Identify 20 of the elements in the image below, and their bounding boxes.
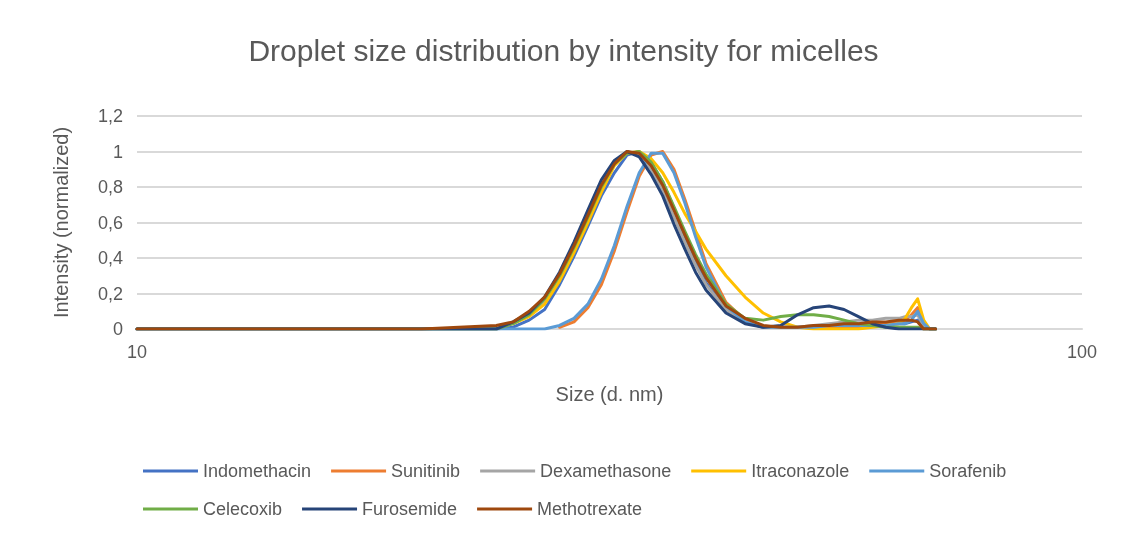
y-axis-title: Intensity (normalized) — [50, 126, 72, 319]
chart-title: Droplet size distribution by intensity for micelles — [248, 33, 879, 67]
x-axis-title: Size (d. nm) — [555, 383, 664, 405]
legend-label: Furosemide — [362, 499, 458, 519]
legend-label: Indomethacin — [203, 461, 312, 481]
y-tick-label: 0,2 — [97, 283, 123, 304]
legend-label: Itraconazole — [751, 461, 850, 481]
y-tick-label: 0,6 — [97, 212, 123, 233]
legend-label: Celecoxib — [203, 499, 283, 519]
y-tick-label: 0,8 — [97, 177, 123, 197]
legend-label: Dexamethasone — [540, 461, 672, 481]
y-tick-label: 1,2 — [97, 106, 123, 126]
legend-label: Sorafenib — [929, 461, 1007, 481]
y-tick-label: 0 — [112, 319, 123, 339]
x-tick-label: 10 — [126, 342, 148, 362]
x-tick-label: 100 — [1066, 342, 1098, 362]
legend-label: Sunitinib — [391, 461, 461, 481]
y-tick-label: 0,4 — [97, 248, 123, 268]
legend-label: Methotrexate — [537, 499, 643, 519]
y-tick-label: 1 — [112, 141, 123, 162]
